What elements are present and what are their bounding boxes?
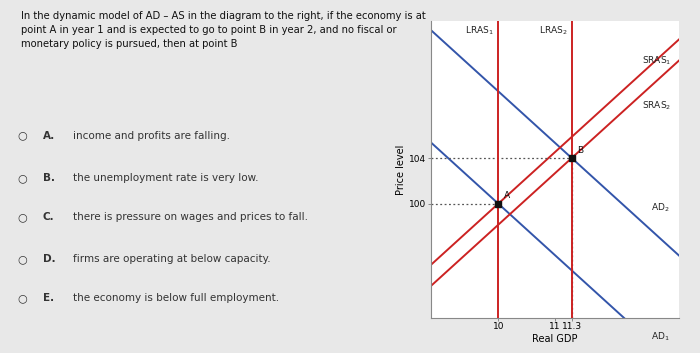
Y-axis label: Price level: Price level — [396, 144, 406, 195]
Text: LRAS$_1$: LRAS$_1$ — [465, 25, 493, 37]
Text: In the dynamic model of AD – AS in the diagram to the right, if the economy is a: In the dynamic model of AD – AS in the d… — [22, 11, 426, 49]
Text: A.: A. — [43, 131, 55, 140]
Text: LRAS$_2$: LRAS$_2$ — [538, 25, 567, 37]
Text: D.: D. — [43, 254, 55, 264]
Text: SRAS$_1$: SRAS$_1$ — [643, 55, 672, 67]
Text: E.: E. — [43, 293, 54, 303]
Text: the unemployment rate is very low.: the unemployment rate is very low. — [73, 173, 258, 183]
Text: firms are operating at below capacity.: firms are operating at below capacity. — [73, 254, 270, 264]
X-axis label: Real GDP: Real GDP — [532, 334, 578, 343]
Text: AD$_1$: AD$_1$ — [651, 331, 669, 343]
Text: B: B — [578, 146, 584, 155]
Text: there is pressure on wages and prices to fall.: there is pressure on wages and prices to… — [73, 212, 307, 222]
Text: ○: ○ — [17, 173, 27, 183]
Text: ○: ○ — [17, 254, 27, 264]
Text: income and profits are falling.: income and profits are falling. — [73, 131, 230, 140]
Text: the economy is below full employment.: the economy is below full employment. — [73, 293, 279, 303]
Text: SRAS$_2$: SRAS$_2$ — [643, 100, 671, 112]
Text: ○: ○ — [17, 293, 27, 303]
Text: B.: B. — [43, 173, 55, 183]
Text: AD$_2$: AD$_2$ — [651, 201, 669, 214]
Text: A: A — [504, 191, 510, 200]
Text: C.: C. — [43, 212, 55, 222]
Text: ○: ○ — [17, 131, 27, 140]
Text: ○: ○ — [17, 212, 27, 222]
